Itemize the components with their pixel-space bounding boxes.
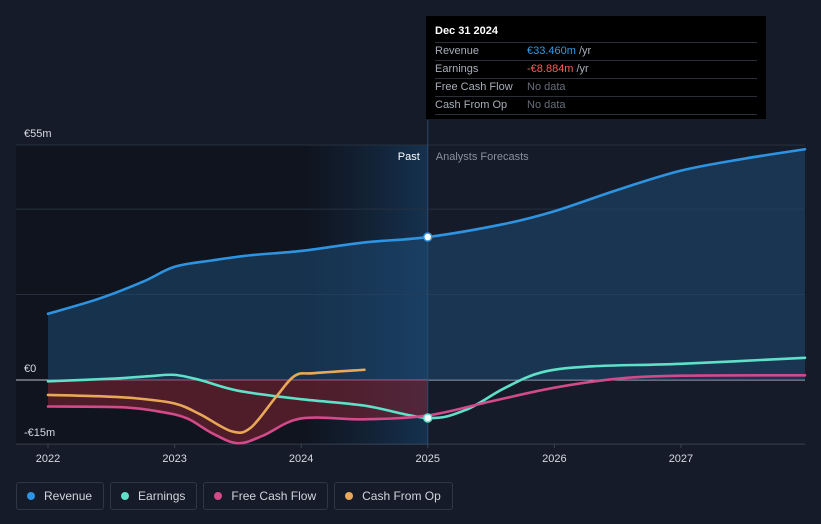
tooltip-value: €33.460m [527, 45, 576, 57]
tooltip-value: No data [527, 99, 566, 111]
hover-markers [423, 232, 433, 423]
cash-from-op-line [46, 368, 366, 434]
series-fills [48, 149, 805, 444]
legend-label: Cash From Op [362, 489, 441, 503]
tooltip: Dec 31 2024 Revenue €33.460m /yr Earning… [426, 16, 766, 119]
tooltip-row-revenue: Revenue €33.460m /yr [435, 43, 757, 61]
tooltip-label: Cash From Op [435, 99, 508, 111]
legend-dot-cash-from-op [345, 492, 354, 500]
legend-item-revenue[interactable]: Revenue [16, 482, 105, 510]
x-tick-label: 2026 [542, 453, 566, 465]
legend: Revenue Earnings Free Cash Flow Cash Fro… [16, 482, 453, 510]
x-axis-labels: 2022 2023 2024 2025 2026 2027 [36, 444, 693, 465]
revenue-area [48, 149, 805, 380]
series-lines [46, 147, 807, 445]
tooltip-value: -€8.884m [527, 63, 574, 75]
x-tick-label: 2025 [416, 453, 440, 465]
tooltip-unit: /yr [576, 63, 589, 75]
tooltip-row-free-cash-flow: Free Cash Flow No data [435, 79, 757, 97]
tooltip-date: Dec 31 2024 [435, 24, 757, 43]
tooltip-row-cash-from-op: Cash From Op No data [435, 97, 757, 115]
earnings-line [46, 356, 807, 420]
x-tick-label: 2024 [289, 453, 313, 465]
free-cash-flow-line [46, 374, 807, 445]
y-tick-label: -€15m [24, 427, 55, 439]
tooltip-unit: /yr [578, 45, 592, 57]
revenue-marker [423, 232, 433, 242]
legend-item-cash-from-op[interactable]: Cash From Op [334, 482, 453, 510]
y-tick-label: €0 [24, 363, 36, 375]
legend-dot-free-cash-flow [214, 492, 223, 500]
tooltip-label: Free Cash Flow [435, 81, 513, 93]
legend-dot-earnings [121, 492, 130, 500]
analysts-forecasts-label: Analysts Forecasts [436, 151, 529, 163]
legend-label: Revenue [44, 489, 93, 503]
legend-item-earnings[interactable]: Earnings [110, 482, 198, 510]
tooltip-label: Revenue [435, 45, 480, 57]
legend-label: Free Cash Flow [231, 489, 317, 503]
tooltip-row-earnings: Earnings -€8.884m /yr [435, 61, 757, 79]
revenue-line [46, 147, 807, 316]
free-cash-flow-area [48, 380, 428, 444]
legend-item-free-cash-flow[interactable]: Free Cash Flow [203, 482, 329, 510]
x-tick-label: 2027 [669, 453, 693, 465]
y-axis-labels: €55m €0 -€15m [24, 128, 55, 439]
legend-label: Earnings [138, 489, 186, 503]
y-tick-label: €55m [24, 128, 52, 140]
tooltip-value: No data [527, 81, 566, 93]
past-label: Past [398, 151, 420, 163]
tooltip-label: Earnings [435, 63, 479, 75]
x-tick-label: 2023 [162, 453, 186, 465]
legend-dot-revenue [27, 492, 35, 500]
earnings-marker [423, 413, 433, 423]
x-tick-label: 2022 [36, 453, 60, 465]
